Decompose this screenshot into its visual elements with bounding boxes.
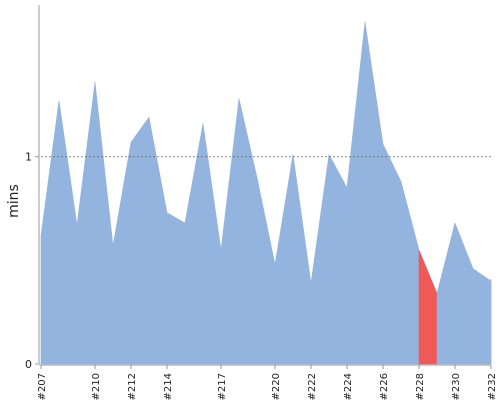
area-segment [238,98,258,365]
y-axis-ticks: 01 [25,151,39,371]
x-tick-label: #217 [217,373,228,400]
area-segment [436,222,456,365]
area-segment [166,212,186,365]
area-segment [382,144,402,365]
area-segment [256,177,276,365]
x-tick-label: #224 [343,373,354,400]
x-tick-label: #232 [487,373,498,400]
x-tick-label: #228 [415,373,426,400]
area-segment [220,98,240,365]
area-segment [94,82,114,365]
x-tick-label: #214 [163,373,174,400]
x-tick-label: #230 [451,373,462,400]
area-segment [328,154,348,365]
area-segment [148,117,168,365]
x-tick-label: #207 [37,373,48,400]
area-segment [472,268,492,365]
x-tick-label: #226 [379,373,390,400]
y-axis-label: mins [6,184,22,218]
y-tick-label: 0 [25,358,32,371]
area-segment [184,123,204,365]
area-segment [40,100,60,365]
area-segment [292,154,312,365]
area-segment [310,154,330,365]
plot-area [40,21,492,365]
area-segment [130,116,150,365]
area-segment [346,21,366,365]
area-segment [112,142,132,365]
x-tick-label: #220 [271,373,282,400]
area-segment [76,82,96,365]
area-segment [400,181,420,365]
x-tick-label: #222 [307,373,318,400]
area-segment [58,100,78,365]
highlighted-area-segment [418,249,438,365]
x-tick-label: #210 [91,373,102,400]
x-axis-ticks: #207 #210 #212 #214 #217 #220 #222 #224 #226 #228… [37,365,498,400]
area-segment [202,123,222,365]
x-tick-label: #212 [127,373,138,400]
area-segment [364,21,384,365]
y-tick-label: 1 [25,151,32,164]
area-segment [274,154,294,365]
area-segment [454,222,474,365]
